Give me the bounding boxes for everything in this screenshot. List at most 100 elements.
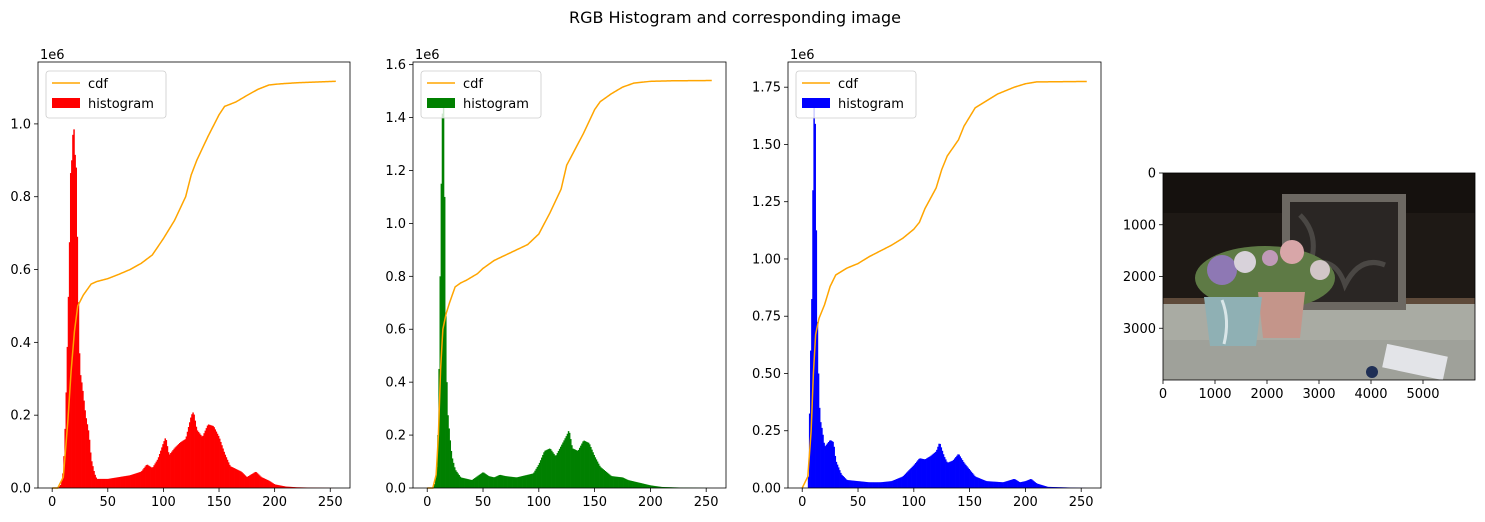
green-ytick-label: 1.0 [385, 217, 406, 232]
red-histogram-bar [110, 478, 112, 488]
green-histogram-bar [640, 483, 642, 488]
green-histogram-bar [493, 477, 495, 488]
red-histogram-bar [193, 414, 195, 488]
red-histogram-bar [232, 467, 234, 488]
blue-histogram-bar [1029, 479, 1032, 488]
blue-histogram-bar [814, 123, 816, 488]
red-histogram-bar [73, 129, 75, 489]
green-histogram-bar [590, 446, 592, 488]
green-histogram-bar [643, 483, 646, 488]
blue-histogram-bar [824, 446, 827, 488]
red-histogram-bar [181, 441, 183, 488]
blue-histogram-bar [807, 476, 810, 488]
photo-object-dark [1366, 366, 1378, 378]
green-xtick-label: 50 [475, 495, 492, 510]
blue-histogram-bar [843, 477, 845, 488]
red-histogram-bar [87, 430, 90, 488]
red-histogram-bar [216, 433, 219, 488]
green-histogram-bar [622, 477, 624, 488]
green-histogram-bar [615, 476, 618, 488]
red-histogram-bar [225, 457, 228, 488]
blue-histogram-bar [904, 473, 907, 488]
blue-histogram-bar [1055, 487, 1057, 488]
blue-histogram-bar [859, 481, 861, 488]
red-histogram-bar [78, 353, 81, 488]
blue-xtick-label: 150 [957, 495, 982, 510]
green-histogram-bar [662, 486, 665, 488]
green-histogram-bar [602, 469, 604, 488]
green-xtick-label: 200 [638, 495, 663, 510]
red-histogram-bar [61, 480, 63, 488]
red-histogram-bar [276, 484, 279, 488]
green-histogram-bar [529, 474, 532, 488]
red-histogram-bar [120, 476, 122, 488]
red-histogram-bar [126, 475, 129, 488]
green-histogram-bar [654, 486, 657, 488]
red-histogram-bar [221, 445, 223, 488]
green-histogram-bar [462, 478, 465, 488]
blue-histogram-bar [1048, 486, 1051, 488]
green-histogram-bar [552, 452, 554, 488]
blue-histogram-bar [1042, 485, 1044, 488]
blue-histogram-bar [930, 455, 933, 488]
green-histogram-bar [509, 476, 512, 488]
red-histogram-bar [182, 440, 184, 488]
red-histogram-bar [222, 448, 224, 488]
green-axes-frame [412, 61, 727, 489]
green-histogram-bar [664, 487, 667, 488]
green-histogram-bar [539, 460, 542, 488]
blue-histogram-bar [971, 473, 974, 488]
red-histogram-bar [185, 436, 188, 488]
blue-histogram-bar [884, 481, 887, 488]
green-histogram-bar [605, 471, 608, 488]
green-histogram-bar [461, 477, 464, 488]
red-histogram-bar [147, 465, 150, 488]
blue-histogram-bar [1038, 484, 1041, 488]
green-histogram-bar [458, 475, 460, 488]
blue-histogram-bar [1008, 480, 1011, 488]
red-histogram-bar [71, 160, 73, 488]
blue-histogram-bar [901, 476, 904, 488]
image-xtick-label: 3000 [1302, 387, 1335, 402]
red-histogram-bar [219, 438, 221, 488]
blue-xtick-label: 200 [1013, 495, 1038, 510]
green-histogram-bar [451, 458, 454, 488]
green-histogram-bar [571, 445, 573, 488]
red-histogram-bar [274, 484, 277, 488]
blue-histogram-bar [889, 481, 891, 488]
red-histogram-bar [145, 465, 148, 488]
red-histogram-bar [143, 467, 145, 488]
red-histogram-bar [101, 478, 103, 488]
green-histogram-bar [618, 476, 620, 488]
photo-flower-light [1310, 260, 1330, 280]
red-histogram-bar [136, 472, 139, 488]
green-histogram-bar [500, 475, 503, 488]
green-histogram-bar [536, 466, 539, 488]
blue-histogram-bar [887, 481, 889, 488]
blue-histogram-bar [1000, 482, 1003, 488]
green-histogram-bar [661, 486, 664, 488]
green-histogram-bar [481, 472, 484, 488]
red-histogram-bar [98, 478, 101, 488]
green-histogram-bar [581, 443, 583, 488]
blue-histogram-bar [903, 474, 906, 488]
green-histogram-bar [626, 479, 629, 488]
red-histogram-bar [69, 173, 72, 489]
blue-histogram-bar [968, 468, 970, 488]
red-histogram-bar [152, 467, 154, 488]
green-histogram-bar [594, 457, 597, 488]
blue-histogram-bar [978, 478, 980, 488]
blue-histogram-bar [945, 459, 947, 488]
red-histogram-bar [197, 431, 200, 488]
red-histogram-bar [203, 433, 205, 488]
green-histogram-bar [614, 476, 617, 488]
green-histogram-bar [543, 452, 545, 488]
blue-histogram-bar [957, 454, 959, 488]
green-histogram-bar [549, 449, 552, 488]
red-histogram-bar [254, 471, 257, 488]
blue-histogram-bar [917, 460, 919, 488]
red-histogram-bar [154, 463, 156, 488]
green-histogram-bar [568, 432, 571, 488]
legend-histogram-label: histogram [838, 97, 904, 112]
